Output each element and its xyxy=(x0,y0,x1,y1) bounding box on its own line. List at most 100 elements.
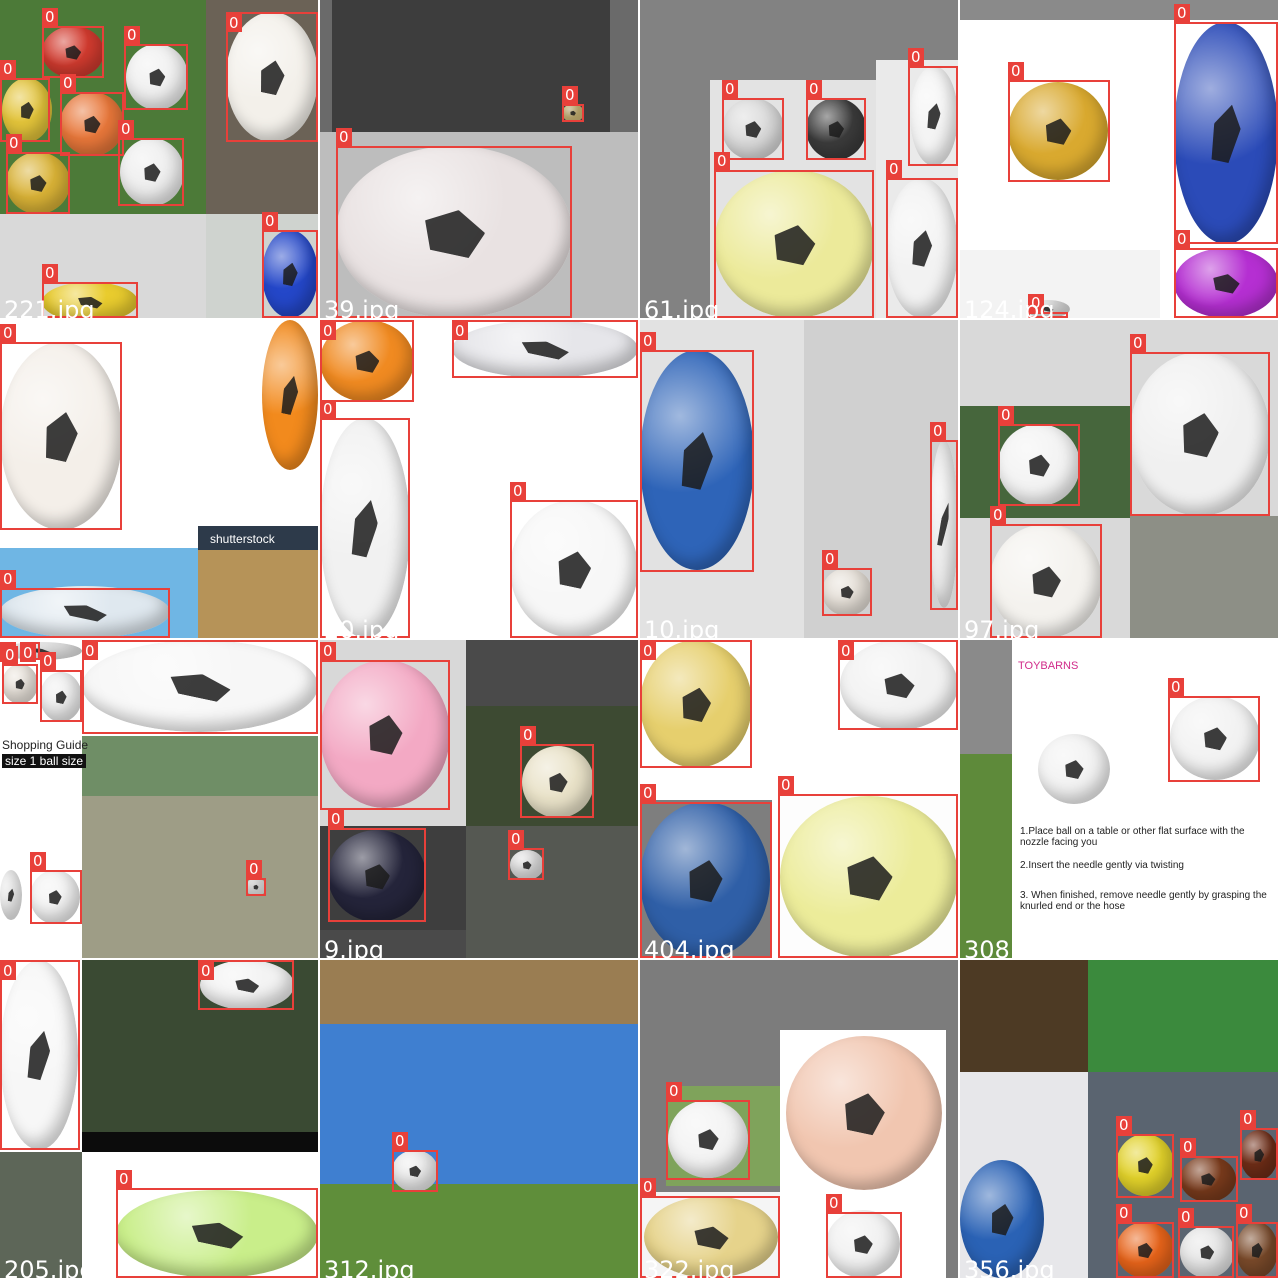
soccer-ball xyxy=(644,1196,778,1278)
bounding-box: 0 xyxy=(336,128,572,318)
soccer-ball xyxy=(1008,82,1108,180)
bounding-box: 0 xyxy=(20,642,40,662)
soccer-ball xyxy=(336,146,572,318)
bounding-box: 0 xyxy=(714,152,874,318)
class-label: 0 xyxy=(198,962,214,980)
class-label: 0 xyxy=(320,322,336,340)
bounding-box: 0 xyxy=(886,160,958,318)
soccer-ball xyxy=(722,98,784,160)
soccer-ball xyxy=(1174,248,1278,318)
photo-region xyxy=(960,754,1012,958)
filename-label: 39.jpg xyxy=(324,296,400,318)
class-label: 0 xyxy=(806,80,822,98)
class-label: 0 xyxy=(640,784,656,802)
image-tile: shutterstock 0 0 xyxy=(0,320,318,638)
class-label: 0 xyxy=(1168,678,1184,696)
class-label: 0 xyxy=(1240,1110,1256,1128)
bounding-box: 0 xyxy=(998,406,1080,506)
bounding-box: 0 xyxy=(1174,4,1278,244)
bounding-box: 0 xyxy=(908,48,958,166)
image-tile: 0 0 0 0 9.jpg xyxy=(320,640,638,958)
bounding-box: 0 xyxy=(1240,1110,1278,1180)
soccer-ball xyxy=(510,500,638,638)
bounding-box: 0 xyxy=(562,86,584,122)
soccer-ball xyxy=(668,1100,748,1178)
image-text: shutterstock xyxy=(210,532,275,546)
soccer-ball xyxy=(452,320,638,378)
class-label: 0 xyxy=(998,406,1014,424)
soccer-ball xyxy=(990,524,1102,638)
class-label: 0 xyxy=(930,422,946,440)
bounding-box: 0 xyxy=(826,1194,902,1278)
bounding-box: 0 xyxy=(40,652,82,722)
soccer-ball xyxy=(2,664,38,704)
photo-region xyxy=(82,736,318,796)
image-text: 2.Insert the needle gently via twisting xyxy=(1020,860,1184,871)
class-label: 0 xyxy=(520,726,536,744)
class-label: 0 xyxy=(640,642,656,660)
bounding-box: 0 xyxy=(2,646,38,704)
soccer-ball xyxy=(640,350,754,570)
bounding-box: 0 xyxy=(1178,1208,1234,1278)
class-label: 0 xyxy=(562,86,578,104)
photo-region xyxy=(320,960,638,1024)
bounding-box: 0 xyxy=(1168,678,1260,782)
image-tile: 0 0 0 0 0 0 0 0 0 221.jpg xyxy=(0,0,318,318)
soccer-ball xyxy=(262,230,318,318)
bounding-box: 0 xyxy=(838,640,958,730)
class-label: 0 xyxy=(20,644,36,662)
photo-region xyxy=(1088,960,1278,1072)
class-label: 0 xyxy=(0,60,16,78)
bounding-box: 0 xyxy=(806,80,866,160)
bounding-box: 0 xyxy=(6,134,70,214)
bounding-box: 0 xyxy=(990,506,1102,638)
bounding-box: 0 xyxy=(42,8,104,78)
class-label: 0 xyxy=(714,152,730,170)
bounding-box: 0 xyxy=(722,80,784,160)
class-label: 0 xyxy=(1180,1138,1196,1156)
soccer-ball xyxy=(262,320,318,470)
filename-label: 20.jpg xyxy=(324,616,400,638)
filename-label: 322.jpg xyxy=(644,1256,735,1278)
soccer-ball xyxy=(1170,696,1260,780)
class-label: 0 xyxy=(1174,4,1190,22)
photo-region xyxy=(198,526,318,550)
soccer-ball xyxy=(40,672,82,722)
soccer-ball xyxy=(82,640,318,732)
class-label: 0 xyxy=(1130,334,1146,352)
class-label: 0 xyxy=(0,324,16,342)
soccer-ball xyxy=(1240,1130,1278,1180)
soccer-ball xyxy=(1130,352,1270,516)
class-label: 0 xyxy=(886,160,902,178)
class-label: 0 xyxy=(118,120,134,138)
class-label: 0 xyxy=(1116,1116,1132,1134)
bounding-box: 0 xyxy=(1008,62,1110,182)
soccer-ball xyxy=(998,424,1080,506)
class-label: 0 xyxy=(640,1178,656,1196)
photo-region xyxy=(960,960,1088,1072)
bounding-box: 0 xyxy=(0,324,122,530)
soccer-ball xyxy=(522,746,594,818)
bounding-box: 0 xyxy=(30,852,82,924)
soccer-ball xyxy=(6,152,70,214)
bounding-box: 0 xyxy=(392,1132,438,1192)
filename-label: 356.jpg xyxy=(964,1256,1055,1278)
soccer-ball xyxy=(562,104,584,122)
soccer-ball xyxy=(226,12,318,142)
soccer-ball xyxy=(60,92,124,156)
soccer-ball xyxy=(640,640,752,768)
class-label: 0 xyxy=(1116,1204,1132,1222)
bounding-box: 0 xyxy=(0,570,170,638)
image-tile: 0 0 0 322.jpg xyxy=(640,960,958,1278)
class-label: 0 xyxy=(1236,1204,1252,1222)
photo-region xyxy=(82,1132,318,1152)
soccer-ball xyxy=(120,138,184,206)
soccer-ball xyxy=(886,178,958,318)
image-tile: TOYBARNS 1.Place ball on a table or other… xyxy=(960,640,1278,958)
soccer-ball xyxy=(320,320,414,402)
image-text: 1.Place ball on a table or other flat su… xyxy=(1020,826,1245,848)
soccer-ball xyxy=(714,170,874,318)
bounding-box: 0 xyxy=(1180,1138,1238,1202)
filename-label: 61.jpg xyxy=(644,296,720,318)
